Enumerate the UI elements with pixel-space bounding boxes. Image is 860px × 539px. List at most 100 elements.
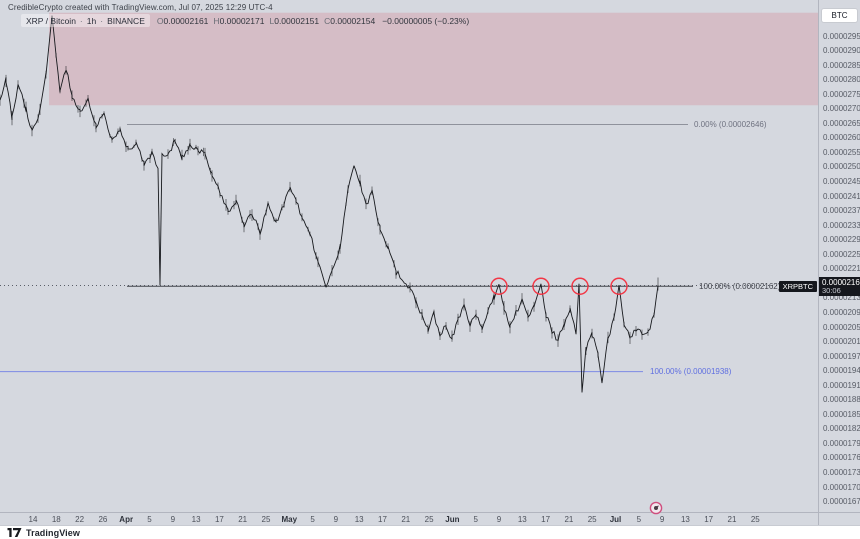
supply-zone — [49, 12, 818, 106]
retest-circle-annotation — [532, 277, 550, 295]
time-tick: 17 — [704, 515, 714, 524]
close-value: 0.00002154 — [330, 15, 376, 26]
time-tick: 25 — [424, 515, 434, 524]
time-tick: 17 — [541, 515, 551, 524]
open-label: O — [156, 15, 164, 26]
symbol-price-tag: XRPBTC — [778, 280, 817, 292]
legend-exchange: BINANCE — [107, 15, 145, 26]
time-tick: 13 — [517, 515, 527, 524]
time-tick: 21 — [564, 515, 574, 524]
retest-circle-annotation — [490, 277, 508, 295]
time-tick: 13 — [680, 515, 690, 524]
price-tick: 0.00001675 — [823, 497, 860, 507]
tradingview-logo-icon[interactable] — [7, 527, 22, 538]
high-value: 0.00002171 — [219, 15, 265, 26]
time-tick: 21 — [727, 515, 737, 524]
candlestick-chart — [0, 12, 818, 393]
time-tick: 17 — [214, 515, 224, 524]
fib-0-label[interactable]: 0.00% (0.00002646) — [694, 119, 767, 129]
time-tick: 14 — [28, 515, 38, 524]
time-tick: May — [281, 515, 298, 524]
time-tick: 18 — [51, 515, 61, 524]
footer-bar: TradingView — [0, 525, 860, 539]
low-label: L — [269, 15, 275, 26]
time-tick: 9 — [496, 515, 502, 524]
chart-pane[interactable]: CredibleCrypto created with TradingView.… — [0, 0, 818, 512]
axis-unit-button[interactable]: BTC — [822, 9, 857, 22]
time-tick: 21 — [238, 515, 248, 524]
last-price-value: 0.00002164 — [822, 277, 860, 287]
axis-corner — [818, 512, 860, 525]
high-label: H — [213, 15, 220, 26]
time-tick: 21 — [401, 515, 411, 524]
symbol-legend[interactable]: XRP / Bitcoin · 1h · BINANCE O0.00002161… — [21, 14, 469, 27]
retest-circle-annotation — [571, 277, 589, 295]
fib-100-blue-label[interactable]: 100.00% (0.00001938) — [650, 367, 732, 377]
time-tick: 5 — [310, 515, 315, 524]
low-value: 0.00002151 — [274, 15, 320, 26]
legend-separator: · — [100, 15, 104, 26]
time-tick: 13 — [191, 515, 201, 524]
time-tick: 22 — [75, 515, 85, 524]
time-tick: 17 — [378, 515, 387, 524]
retest-circle-annotation — [610, 277, 628, 295]
legend-symbol-pill[interactable]: XRP / Bitcoin · 1h · BINANCE — [21, 14, 150, 27]
bar-countdown: 30:06 — [822, 285, 841, 295]
time-tick: 5 — [473, 515, 478, 524]
time-tick: Jun — [445, 515, 460, 524]
fib-100-label[interactable]: 100.00% (0.00002162) — [699, 281, 781, 291]
time-tick: 9 — [659, 515, 665, 524]
last-price-label: 0.00002164 30:06 — [819, 276, 860, 296]
change-value: −0.00000005 (−0.23%) — [382, 15, 470, 26]
time-tick: 25 — [750, 515, 760, 524]
legend-symbol: XRP / Bitcoin — [26, 15, 76, 26]
time-tick: 5 — [147, 515, 152, 524]
price-line — [0, 15, 659, 393]
price-tick: 0.00001702 — [823, 482, 860, 492]
timeline-marker-icon[interactable] — [649, 501, 663, 520]
time-tick: 13 — [354, 515, 364, 524]
time-tick: 25 — [261, 515, 271, 524]
time-tick: 5 — [636, 515, 642, 524]
time-tick: 9 — [333, 515, 339, 524]
tradingview-brand-text[interactable]: TradingView — [26, 527, 80, 538]
time-tick: Apr — [119, 515, 134, 524]
legend-ohlc: O0.00002161 H0.00002171 L0.00002151 C0.0… — [157, 16, 469, 26]
open-value: 0.00002161 — [163, 15, 209, 26]
time-tick: 25 — [587, 515, 597, 524]
time-tick: 9 — [170, 515, 176, 524]
time-tick: 26 — [98, 515, 108, 524]
time-tick: Jul — [609, 515, 622, 524]
time-axis[interactable]: 14 18 22 26 Apr 5 9 13 17 21 25 May 5 9 13 17 21 25 Jun 5 9 1… — [0, 512, 818, 525]
